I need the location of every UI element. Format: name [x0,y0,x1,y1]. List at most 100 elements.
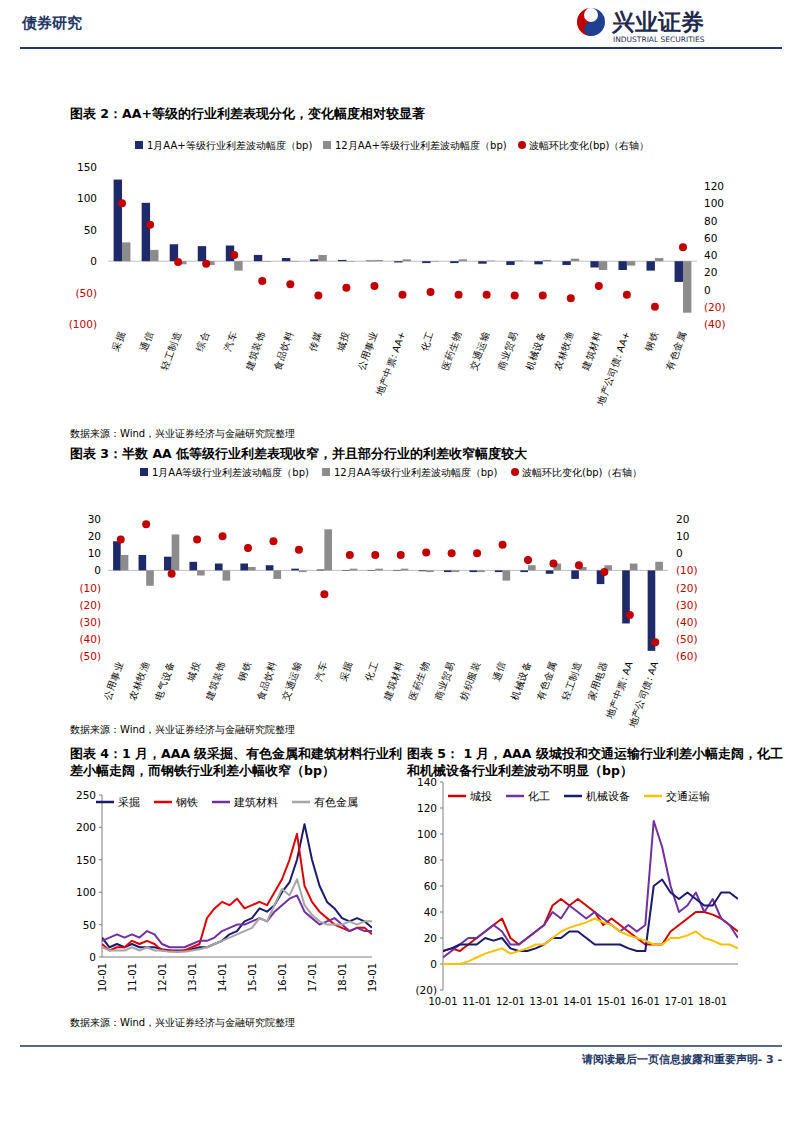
bar [282,258,290,261]
legend-item: 钢铁 [154,796,198,809]
x-tick-label: 化工 [363,660,380,683]
x-tick-label: 食品饮料 [271,330,295,371]
bar [403,259,411,261]
bar [150,250,158,261]
bar [368,570,376,572]
legend-label: 机械设备 [586,790,630,803]
x-tick-label: 家用电器 [585,660,609,701]
y-tick-label: 0 [90,255,97,267]
x-tick-label: 17-01 [307,963,318,992]
line [102,895,372,947]
plot-area [443,821,738,964]
point [549,560,557,568]
chart-title: 图表 4：1 月，AAA 级采掘、有色金属和建筑材料行业利差小幅走阔，而钢铁行业… [69,746,402,778]
x-tick-label: 交通运输 [280,660,304,701]
bar [534,261,542,264]
bar [197,570,205,575]
y-tick-label: (50) [75,287,97,299]
point [651,638,659,646]
bar [142,203,150,261]
point [346,551,354,559]
y-tick-label: (40) [79,633,101,645]
bar [215,564,223,571]
y-tick-label: 140 [417,776,437,788]
y-tick [99,924,102,925]
legend-marker [518,141,526,149]
y-tick-label: 0 [94,564,101,576]
bar [487,260,495,262]
point [230,251,238,259]
line [102,834,372,952]
x-tick-label: 轻工制造 [560,660,584,701]
y-tick-label: 10 [88,547,101,559]
bar [299,570,307,572]
plot-area [113,520,663,651]
x-tick-label: 机械设备 [509,660,533,701]
y-tick-label: 40 [424,906,437,918]
legend-marker [323,141,331,149]
point [575,561,583,569]
point [422,548,430,556]
point [448,549,456,557]
legend-item: 机械设备 [564,790,630,803]
legend-label: 波幅环比变化(bp)（右轴） [529,140,650,151]
x-tick-label: 10-01 [97,963,108,992]
point [342,284,350,292]
y-tick [440,938,443,939]
x-tick-label: 建筑材料 [381,660,405,702]
bar [683,261,691,312]
title-line: 和机械设备行业利差波动不明显（bp） [406,763,633,778]
point [244,544,252,552]
point [595,282,603,290]
bar [452,570,460,572]
x-tick-label: 15-01 [597,996,626,1007]
x-tick-label: 食品饮料 [254,660,278,701]
bar [515,260,523,262]
x-tick-label: 轻工制造 [159,330,183,371]
plot-area [114,180,692,313]
legend-item: 12月AA+等级行业利差波动幅度（bp) [323,140,507,151]
bar [172,534,180,570]
x-tick-label: 11-01 [127,963,138,992]
y-tick [440,990,443,991]
bar [342,570,350,572]
legend-label: 交通运输 [666,790,710,803]
y-tick-label: 0 [89,951,96,963]
bar [374,260,382,261]
y-tick [440,782,443,783]
x-tick-label: 汽车 [222,330,239,353]
bar [234,261,242,270]
y2-tick-label: 120 [704,180,724,192]
x-tick-label: 16-01 [631,996,660,1007]
title-line: 差小幅走阔，而钢铁行业利差小幅收窄（bp） [69,763,335,778]
legend-item: 波幅环比变化(bp)（右轴） [511,467,643,478]
y2-tick-label: 10 [676,530,689,542]
legend-marker [135,141,143,149]
x-tick-label: 地产公司债: AA [626,659,661,729]
bar [450,261,458,263]
legend-marker [506,795,524,798]
bar [422,261,430,263]
point [118,199,126,207]
x-tick-label: 汽车 [312,660,329,683]
point [286,280,294,288]
chart-title: 图表 3：半数 AA 低等级行业利差表现收窄，并且部分行业的利差收窄幅度较大 [70,446,528,461]
point [651,303,659,311]
legend-marker [96,801,114,804]
point [427,288,435,296]
source-note: 数据来源：Wind，兴业证券经济与金融研究院整理 [70,724,295,735]
bar [189,562,197,571]
x-tick-label: 采掘 [110,330,127,353]
point [539,292,547,300]
line [102,879,372,952]
y-tick [440,964,443,965]
x-tick-label: 公用事业 [102,660,126,701]
x-tick-label: 纺织服装 [458,660,482,701]
x-tick-label: 18-01 [337,963,348,992]
bar [248,567,256,570]
bar [198,246,206,261]
legend-item: 1月AA等级行业利差波动幅度（bp) [140,467,309,478]
legend-marker [140,468,148,476]
y-tick-label: 30 [88,513,101,525]
bar [618,261,626,270]
